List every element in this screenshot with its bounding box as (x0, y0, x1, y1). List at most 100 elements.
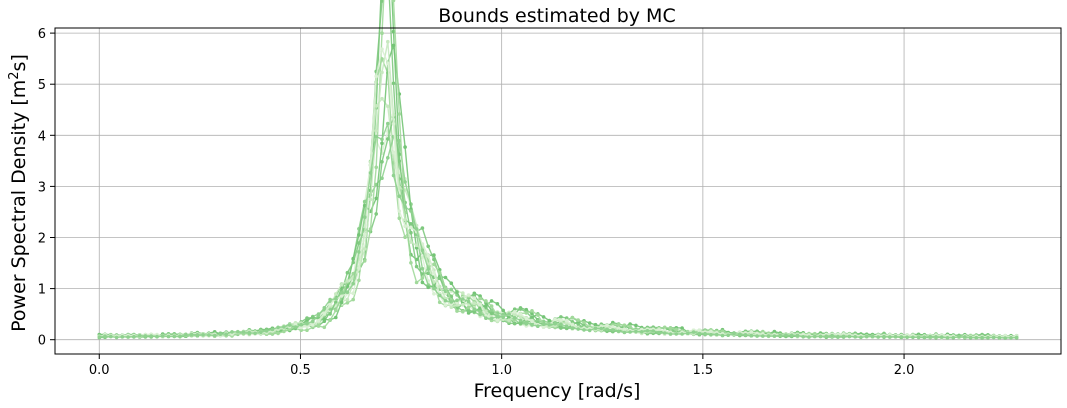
series-point (155, 334, 159, 339)
series-point (726, 333, 730, 338)
series-line (99, 123, 1017, 339)
series-line (99, 0, 1017, 338)
series-point (443, 299, 448, 303)
series-point (888, 335, 892, 339)
series-point (916, 335, 921, 339)
series-point (674, 327, 679, 332)
series-point (570, 323, 575, 327)
series-point (801, 335, 805, 339)
series-point (703, 331, 707, 336)
series-point (403, 217, 407, 222)
series-point (97, 335, 102, 339)
y-axis-label-superscript: 2 (7, 71, 22, 79)
series-point (311, 319, 315, 324)
series-point (587, 328, 592, 333)
series-point (991, 335, 996, 340)
series-point (864, 334, 869, 339)
series-point (397, 209, 402, 213)
series-point (662, 325, 667, 330)
series-point (339, 282, 344, 287)
series-point (409, 240, 413, 244)
series-point (582, 328, 586, 332)
series-point (813, 331, 817, 336)
series-point (380, 96, 384, 101)
series-point (593, 322, 598, 327)
series-point (980, 335, 984, 340)
y-tick-label: 5 (38, 78, 46, 93)
series-point (564, 321, 569, 326)
series-point (166, 334, 171, 339)
series-point (559, 322, 563, 327)
series-point (472, 301, 477, 306)
series-point (472, 293, 477, 298)
series-point (530, 323, 534, 327)
series-point (570, 320, 575, 324)
series-point (380, 160, 384, 164)
series-point (651, 329, 655, 333)
series-point (824, 334, 829, 339)
series-point (449, 281, 454, 286)
series-point (622, 330, 627, 335)
series-point (939, 335, 944, 339)
series-point (720, 329, 725, 334)
chart-title: Bounds estimated by MC (438, 5, 675, 27)
x-tick-label: 1.5 (693, 363, 714, 378)
series-line (99, 45, 1017, 338)
series-point (622, 323, 627, 328)
series-point (132, 334, 136, 339)
series-point (218, 332, 223, 337)
series-point (478, 302, 482, 307)
series-point (305, 328, 309, 333)
series-point (530, 319, 534, 324)
series-point (478, 296, 482, 301)
series-point (276, 331, 280, 336)
series-point (582, 320, 586, 325)
series-point (541, 315, 546, 319)
series-point (668, 332, 673, 336)
series-point (495, 314, 500, 319)
series-point (386, 121, 390, 126)
series-point (386, 104, 390, 109)
series-point (357, 266, 361, 270)
series-point (738, 332, 742, 337)
series-point (305, 324, 309, 329)
series-point (466, 293, 471, 297)
series-point (345, 301, 350, 305)
series-point (432, 262, 436, 267)
series-point (253, 331, 257, 336)
series-point (414, 264, 419, 269)
series-point (339, 291, 344, 295)
series-point (391, 150, 396, 155)
series-point (478, 294, 482, 298)
series-point (507, 318, 511, 323)
series-point (380, 47, 384, 51)
series-point (928, 334, 932, 339)
series-point (576, 318, 580, 322)
series-point (270, 327, 275, 332)
series-point (951, 335, 956, 340)
series-point (743, 333, 748, 337)
series-point (524, 317, 529, 321)
series-point (547, 318, 552, 323)
series-point (841, 334, 846, 339)
series-point (559, 318, 563, 322)
series-point (391, 173, 396, 178)
series-point (524, 320, 529, 325)
series-point (593, 326, 598, 331)
series-point (611, 325, 615, 329)
series-point (870, 334, 875, 339)
series-point (362, 232, 367, 236)
series-point (397, 216, 402, 220)
series-point (449, 305, 454, 310)
series-point (997, 335, 1002, 340)
series-point (357, 233, 361, 237)
series-point (559, 326, 563, 330)
series-point (259, 330, 263, 335)
series-point (553, 317, 557, 322)
series-point (559, 315, 563, 319)
y-tick-label: 3 (38, 180, 46, 195)
series-point (518, 312, 523, 316)
series-point (432, 257, 436, 262)
series-point (437, 300, 442, 305)
series-point (103, 334, 107, 339)
